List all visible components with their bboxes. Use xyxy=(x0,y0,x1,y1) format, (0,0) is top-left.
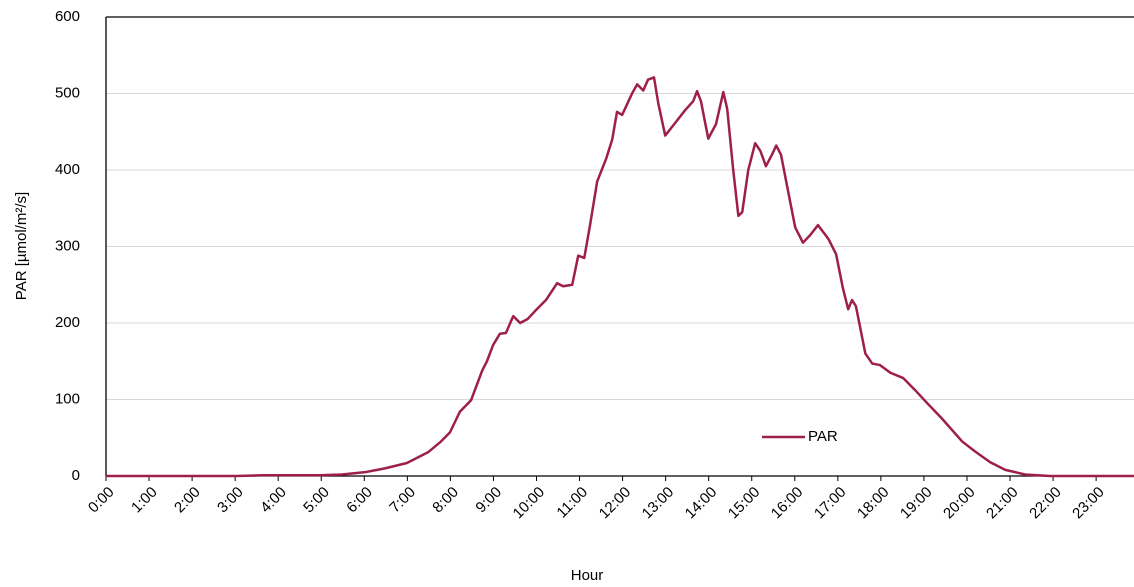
y-tick-label: 400 xyxy=(55,161,80,178)
y-tick-label: 500 xyxy=(55,84,80,101)
x-tick-label: 9:00 xyxy=(472,484,505,517)
y-axis-title: PAR [µmol/m²/s] xyxy=(13,192,30,300)
x-axis-title: Hour xyxy=(571,567,604,584)
x-tick-label: 8:00 xyxy=(429,484,462,517)
x-tick-label: 6:00 xyxy=(343,484,376,517)
x-tick-label: 1:00 xyxy=(128,484,161,517)
x-tick-label: 7:00 xyxy=(386,484,419,517)
x-tick-label: 15:00 xyxy=(725,484,764,523)
data-line xyxy=(106,76,1134,478)
x-tick-label: 0:00 xyxy=(85,484,118,517)
x-tick-label: 22:00 xyxy=(1026,484,1065,523)
x-tick-label: 20:00 xyxy=(940,484,979,523)
x-tick-label: 19:00 xyxy=(897,484,936,523)
x-tick-label: 5:00 xyxy=(300,484,333,517)
x-tick-label: 21:00 xyxy=(983,484,1022,523)
x-tick-label: 3:00 xyxy=(214,484,247,517)
x-tick-label: 14:00 xyxy=(682,484,721,523)
x-tick-label: 17:00 xyxy=(811,484,850,523)
y-tick-label: 100 xyxy=(55,390,80,407)
x-tick-label: 2:00 xyxy=(171,484,204,517)
x-tick-label: 13:00 xyxy=(639,484,678,523)
y-tick-label: 300 xyxy=(55,237,80,254)
x-tick-label: 12:00 xyxy=(596,484,635,523)
y-tick-label: 200 xyxy=(55,314,80,331)
x-tick-label: 18:00 xyxy=(854,484,893,523)
x-tick-label: 16:00 xyxy=(768,484,807,523)
y-tick-label: 600 xyxy=(55,8,80,25)
x-tick-label: 4:00 xyxy=(257,484,290,517)
x-tick-label: 23:00 xyxy=(1069,484,1108,523)
y-tick-label: 0 xyxy=(72,467,80,484)
x-tick-label: 11:00 xyxy=(553,484,591,522)
legend-label: PAR xyxy=(808,428,838,445)
x-tick-label: 10:00 xyxy=(510,484,549,523)
